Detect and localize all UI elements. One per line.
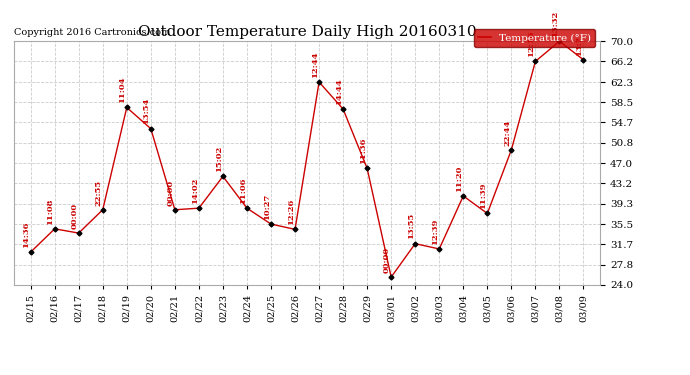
Text: 11:39: 11:39 [479,183,487,209]
Text: 14:36: 14:36 [22,221,30,248]
Text: 12:39: 12:39 [431,218,439,245]
Text: 14:44: 14:44 [335,78,343,105]
Text: 12:44: 12:44 [310,51,319,78]
Text: 13:?: 13:? [575,36,583,56]
Text: 11:04: 11:04 [119,77,126,103]
Text: 15:02: 15:02 [215,146,223,172]
Title: Outdoor Temperature Daily High 20160310: Outdoor Temperature Daily High 20160310 [138,25,476,39]
Text: 13:54: 13:54 [142,98,150,124]
Text: 00:00: 00:00 [166,179,175,206]
Text: 22:55: 22:55 [95,179,102,206]
Text: Copyright 2016 Cartronics.com: Copyright 2016 Cartronics.com [14,28,170,37]
Text: 11:08: 11:08 [46,198,55,225]
Legend: Temperature (°F): Temperature (°F) [474,29,595,47]
Text: 11:20: 11:20 [455,165,463,192]
Text: 13:55: 13:55 [407,213,415,239]
Text: 11:36: 11:36 [359,138,367,164]
Text: 14:02: 14:02 [190,177,199,204]
Text: 00:00: 00:00 [70,203,79,229]
Text: 10:27: 10:27 [263,194,270,220]
Text: 12:16: 12:16 [527,31,535,57]
Text: 11:06: 11:06 [239,177,246,204]
Text: 00:00: 00:00 [383,247,391,273]
Text: 22:44: 22:44 [503,119,511,146]
Text: 12:26: 12:26 [287,199,295,225]
Text: 13:32: 13:32 [551,11,559,37]
